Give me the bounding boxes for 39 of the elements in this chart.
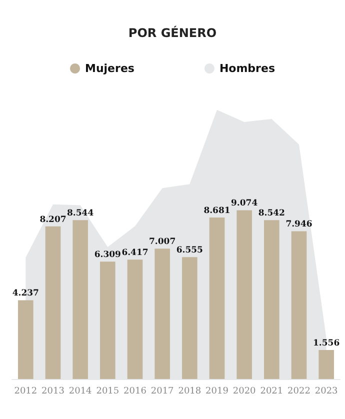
x-tick-label: 2017 (150, 386, 174, 396)
data-label: 1.556 (313, 338, 340, 349)
x-tick-label: 2013 (42, 386, 65, 396)
x-tick-label: 2015 (96, 386, 120, 396)
x-tick-label: 2020 (232, 386, 256, 396)
data-label: 8.681 (204, 206, 230, 216)
bar (154, 248, 170, 379)
chart-title: POR GÉNERO (128, 25, 217, 40)
bar (45, 226, 61, 379)
legend-label: Mujeres (85, 62, 135, 75)
x-tick-label: 2014 (68, 386, 92, 396)
data-label: 8.544 (67, 208, 94, 219)
x-tick-label: 2019 (206, 386, 229, 396)
bar (100, 262, 116, 379)
data-label: 8.542 (258, 208, 286, 219)
data-label: 6.555 (176, 246, 204, 256)
x-tick-label: 2021 (260, 386, 284, 396)
data-label: 7.946 (286, 220, 312, 230)
x-tick-label: 2018 (178, 386, 202, 396)
bar (182, 257, 198, 379)
legend-label: Hombres (219, 62, 276, 75)
data-label: 6.417 (122, 248, 148, 258)
data-label: 8.207 (40, 214, 66, 225)
x-tick-label: 2016 (124, 386, 147, 396)
bar (18, 300, 34, 379)
x-tick-label: 2012 (14, 386, 38, 396)
bar (236, 210, 252, 379)
bar (209, 218, 225, 379)
x-tick-label: 2023 (314, 386, 338, 396)
bar (291, 231, 307, 379)
data-label: 6.309 (94, 250, 122, 260)
data-label: 7.007 (149, 237, 176, 248)
bar (127, 260, 143, 379)
data-label: 9.074 (231, 198, 258, 209)
bar (72, 220, 88, 379)
x-tick-label: 2022 (288, 386, 310, 396)
bar (264, 220, 280, 379)
bar (318, 350, 334, 379)
data-label: 4.237 (12, 288, 40, 299)
